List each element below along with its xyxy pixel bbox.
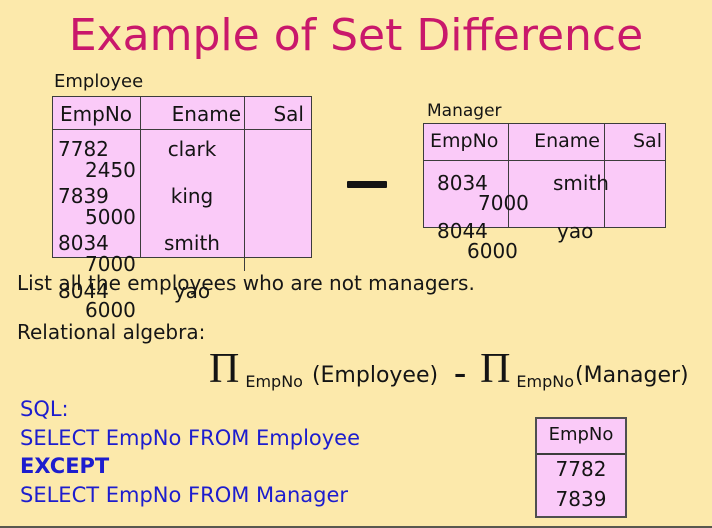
employee-table <box>52 96 312 258</box>
employee-row-ename: yao <box>173 279 211 303</box>
result-row: 7839 <box>555 487 607 511</box>
pi-symbol: Π <box>480 346 511 392</box>
result-header-divider <box>537 453 625 455</box>
slide-bottom-edge <box>0 526 712 528</box>
manager-header-ename: Ename <box>534 130 600 152</box>
employee-table-label: Employee <box>54 71 144 92</box>
employee-header-sal: Sal <box>273 102 304 126</box>
employee-header-divider <box>53 129 311 130</box>
sql-label: SQL: <box>20 397 69 421</box>
relational-algebra-expression: Π EmpNo (Employee) – Π EmpNo (Manager) <box>209 346 689 392</box>
employee-header-ename: Ename <box>171 102 241 126</box>
pi-subscript: EmpNo <box>516 372 575 391</box>
manager-row-empno: 8034 <box>437 171 488 195</box>
manager-column-divider-1 <box>508 124 509 227</box>
result-table <box>535 417 627 518</box>
sql-select-employee: SELECT EmpNo FROM Employee <box>20 426 361 450</box>
set-difference-minus-icon <box>347 181 387 188</box>
employee-row-empno: 7782 <box>58 137 109 161</box>
manager-row-ename: smith <box>553 171 609 195</box>
sql-except: EXCEPT <box>20 454 110 478</box>
manager-header-empno: EmpNo <box>430 130 499 152</box>
manager-row-sal: 6000 <box>467 239 518 263</box>
employee-header-empno: EmpNo <box>60 102 133 126</box>
relational-algebra-label: Relational algebra: <box>17 320 206 344</box>
page-title: Example of Set Difference <box>68 10 644 61</box>
employee-row-empno: 8034 <box>58 231 109 255</box>
employee-row-sal: 7000 <box>85 252 136 276</box>
manager-table <box>423 123 666 228</box>
employee-column-divider-1 <box>140 97 141 257</box>
prompt-text: List all the employees who are not manag… <box>17 271 475 295</box>
algebra-operand-manager: (Manager) <box>575 363 689 388</box>
manager-column-divider-2 <box>604 124 605 227</box>
employee-divider-stub <box>244 258 245 271</box>
pi-symbol: Π <box>209 346 240 392</box>
pi-subscript: EmpNo <box>245 372 303 391</box>
manager-header-sal: Sal <box>633 130 662 152</box>
manager-row-sal: 7000 <box>478 191 529 215</box>
employee-row-sal: 6000 <box>85 298 136 322</box>
manager-row-ename: yao <box>557 219 594 243</box>
sql-select-manager: SELECT EmpNo FROM Manager <box>20 483 349 507</box>
manager-row-empno: 8044 <box>437 219 488 243</box>
employee-row-sal: 2450 <box>85 158 136 182</box>
employee-row-empno: 7839 <box>58 184 109 208</box>
employee-row-sal: 5000 <box>85 205 136 229</box>
employee-row-ename: king <box>170 184 214 208</box>
algebra-operand-employee: (Employee) <box>311 363 439 388</box>
result-row: 7782 <box>555 457 607 481</box>
employee-column-divider-2 <box>244 97 245 257</box>
manager-table-label: Manager <box>427 101 502 121</box>
employee-row-ename: smith <box>164 231 220 255</box>
employee-row-ename: clark <box>167 137 217 161</box>
manager-header-divider <box>424 160 665 161</box>
result-header-empno: EmpNo <box>548 424 614 445</box>
algebra-minus: – <box>454 360 467 388</box>
employee-row-empno: 8044 <box>58 279 109 303</box>
